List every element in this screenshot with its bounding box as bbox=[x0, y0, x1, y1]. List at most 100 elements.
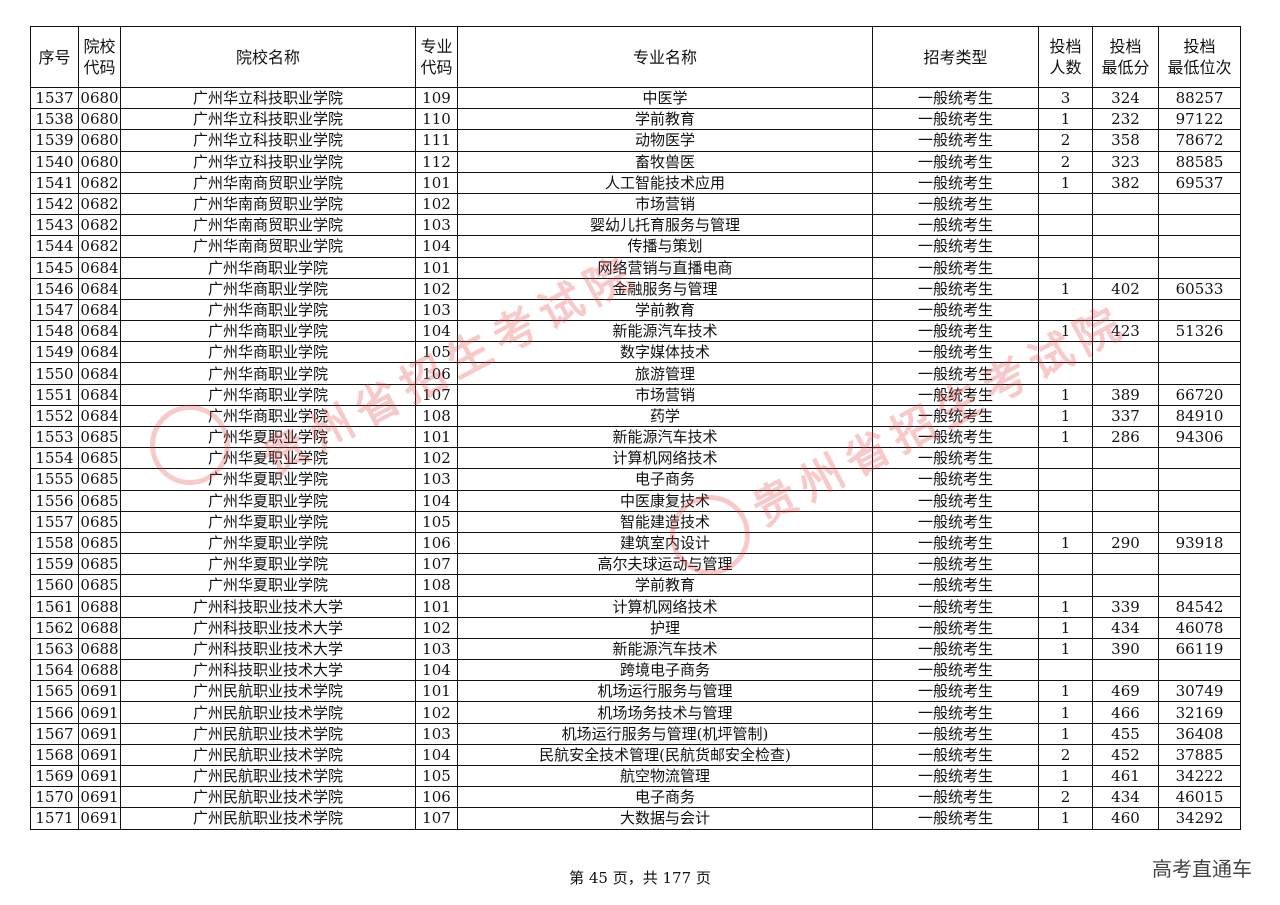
cell-school-name: 广州科技职业技术大学 bbox=[120, 637, 416, 661]
cell-school-code: 0691 bbox=[78, 807, 121, 830]
cell-admitted-count: 1 bbox=[1038, 531, 1093, 555]
cell-major-code: 101 bbox=[415, 680, 458, 703]
cell-exam-type: 一般统考生 bbox=[872, 595, 1039, 618]
cell-major-name: 市场营销 bbox=[457, 192, 873, 216]
cell-min-rank: 46015 bbox=[1158, 786, 1241, 809]
cell-major-name: 航空物流管理 bbox=[457, 764, 873, 788]
cell-min-score bbox=[1092, 192, 1159, 216]
cell-school-name: 广州华南商贸职业学院 bbox=[120, 192, 416, 216]
cell-exam-type: 一般统考生 bbox=[872, 722, 1039, 745]
table-row: 1557 0685 广州华夏职业学院 105 智能建造技术 一般统考生 bbox=[30, 510, 1241, 533]
cell-min-score: 290 bbox=[1092, 531, 1159, 555]
cell-school-name: 广州华立科技职业学院 bbox=[120, 86, 416, 110]
cell-exam-type: 一般统考生 bbox=[872, 680, 1039, 703]
cell-school-name: 广州华夏职业学院 bbox=[120, 468, 416, 491]
cell-min-score: 423 bbox=[1092, 320, 1159, 343]
cell-admitted-count: 1 bbox=[1038, 108, 1093, 131]
cell-seq: 1571 bbox=[30, 807, 79, 830]
header-exam-type: 招考类型 bbox=[872, 26, 1039, 88]
table-row: 1549 0684 广州华商职业学院 105 数字媒体技术 一般统考生 bbox=[30, 341, 1241, 364]
table-row: 1547 0684 广州华商职业学院 103 学前教育 一般统考生 bbox=[30, 298, 1241, 322]
cell-min-score: 337 bbox=[1092, 404, 1159, 428]
cell-major-name: 新能源汽车技术 bbox=[457, 320, 873, 343]
cell-exam-type: 一般统考生 bbox=[872, 447, 1039, 470]
cell-major-code: 104 bbox=[415, 320, 458, 343]
cell-min-score: 452 bbox=[1092, 743, 1159, 767]
cell-exam-type: 一般统考生 bbox=[872, 171, 1039, 194]
cell-major-name: 计算机网络技术 bbox=[457, 595, 873, 618]
cell-min-rank: 60533 bbox=[1158, 277, 1241, 300]
cell-min-score: 460 bbox=[1092, 807, 1159, 830]
cell-major-name: 跨境电子商务 bbox=[457, 659, 873, 682]
cell-seq: 1568 bbox=[30, 743, 79, 767]
cell-min-score: 324 bbox=[1092, 86, 1159, 110]
header-school-code: 院校 代码 bbox=[78, 26, 121, 88]
cell-major-code: 111 bbox=[415, 129, 458, 152]
cell-admitted-count: 1 bbox=[1038, 722, 1093, 745]
table-row: 1558 0685 广州华夏职业学院 106 建筑室内设计 一般统考生 1 290 93918 bbox=[30, 531, 1241, 555]
cell-admitted-count: 1 bbox=[1038, 701, 1093, 724]
cell-major-name: 机场运行服务与管理 bbox=[457, 680, 873, 703]
cell-school-code: 0685 bbox=[78, 553, 121, 576]
table-row: 1540 0680 广州华立科技职业学院 112 畜牧兽医 一般统考生 2 323 88585 bbox=[30, 150, 1241, 173]
brand-label: 高考直通车 bbox=[1152, 857, 1252, 881]
cell-min-rank: 34292 bbox=[1158, 807, 1241, 830]
cell-school-name: 广州华商职业学院 bbox=[120, 256, 416, 279]
cell-major-name: 传播与策划 bbox=[457, 235, 873, 258]
cell-school-code: 0684 bbox=[78, 320, 121, 343]
cell-min-rank bbox=[1158, 574, 1241, 597]
cell-school-name: 广州华商职业学院 bbox=[120, 383, 416, 406]
cell-school-code: 0685 bbox=[78, 574, 121, 597]
cell-exam-type: 一般统考生 bbox=[872, 86, 1039, 110]
table-row: 1552 0684 广州华商职业学院 108 药学 一般统考生 1 337 84910 bbox=[30, 404, 1241, 428]
cell-seq: 1540 bbox=[30, 150, 79, 173]
cell-seq: 1557 bbox=[30, 510, 79, 533]
cell-major-code: 112 bbox=[415, 150, 458, 173]
cell-major-name: 学前教育 bbox=[457, 298, 873, 322]
cell-major-name: 药学 bbox=[457, 404, 873, 428]
cell-major-code: 107 bbox=[415, 807, 458, 830]
cell-admitted-count: 1 bbox=[1038, 807, 1093, 830]
cell-school-code: 0682 bbox=[78, 171, 121, 194]
cell-min-score: 389 bbox=[1092, 383, 1159, 406]
cell-school-code: 0691 bbox=[78, 722, 121, 745]
cell-major-code: 102 bbox=[415, 701, 458, 724]
cell-admitted-count: 1 bbox=[1038, 425, 1093, 449]
header-admitted-count: 投档 人数 bbox=[1038, 26, 1093, 88]
cell-exam-type: 一般统考生 bbox=[872, 489, 1039, 512]
table-row: 1548 0684 广州华商职业学院 104 新能源汽车技术 一般统考生 1 423 51326 bbox=[30, 320, 1241, 343]
cell-min-score bbox=[1092, 510, 1159, 533]
header-min-score: 投档 最低分 bbox=[1092, 26, 1159, 88]
cell-seq: 1554 bbox=[30, 447, 79, 470]
table-row: 1555 0685 广州华夏职业学院 103 电子商务 一般统考生 bbox=[30, 468, 1241, 491]
table-row: 1556 0685 广州华夏职业学院 104 中医康复技术 一般统考生 bbox=[30, 489, 1241, 512]
cell-min-rank: 51326 bbox=[1158, 320, 1241, 343]
cell-min-score: 358 bbox=[1092, 129, 1159, 152]
cell-major-code: 106 bbox=[415, 786, 458, 809]
cell-major-name: 智能建造技术 bbox=[457, 510, 873, 533]
table-row: 1570 0691 广州民航职业技术学院 106 电子商务 一般统考生 2 434 46015 bbox=[30, 786, 1241, 809]
cell-admitted-count: 1 bbox=[1038, 616, 1093, 639]
cell-school-name: 广州华夏职业学院 bbox=[120, 553, 416, 576]
table-row: 1564 0688 广州科技职业技术大学 104 跨境电子商务 一般统考生 bbox=[30, 659, 1241, 682]
cell-major-code: 104 bbox=[415, 235, 458, 258]
cell-admitted-count bbox=[1038, 362, 1093, 385]
cell-school-name: 广州华夏职业学院 bbox=[120, 425, 416, 449]
cell-school-name: 广州民航职业技术学院 bbox=[120, 786, 416, 809]
cell-min-rank bbox=[1158, 298, 1241, 322]
cell-major-name: 高尔夫球运动与管理 bbox=[457, 553, 873, 576]
cell-exam-type: 一般统考生 bbox=[872, 574, 1039, 597]
cell-major-name: 市场营销 bbox=[457, 383, 873, 406]
admission-table: 序号 院校 代码 院校名称 专业 代码 专业名称 招考类型 投档 人数 投档 最低分 投档 最低… bbox=[30, 26, 1241, 830]
cell-major-code: 106 bbox=[415, 362, 458, 385]
cell-exam-type: 一般统考生 bbox=[872, 341, 1039, 364]
cell-min-score bbox=[1092, 362, 1159, 385]
cell-min-score bbox=[1092, 298, 1159, 322]
cell-exam-type: 一般统考生 bbox=[872, 786, 1039, 809]
cell-major-code: 101 bbox=[415, 595, 458, 618]
cell-school-name: 广州民航职业技术学院 bbox=[120, 743, 416, 767]
cell-major-name: 新能源汽车技术 bbox=[457, 425, 873, 449]
cell-seq: 1549 bbox=[30, 341, 79, 364]
cell-school-name: 广州华商职业学院 bbox=[120, 320, 416, 343]
cell-min-rank bbox=[1158, 510, 1241, 533]
